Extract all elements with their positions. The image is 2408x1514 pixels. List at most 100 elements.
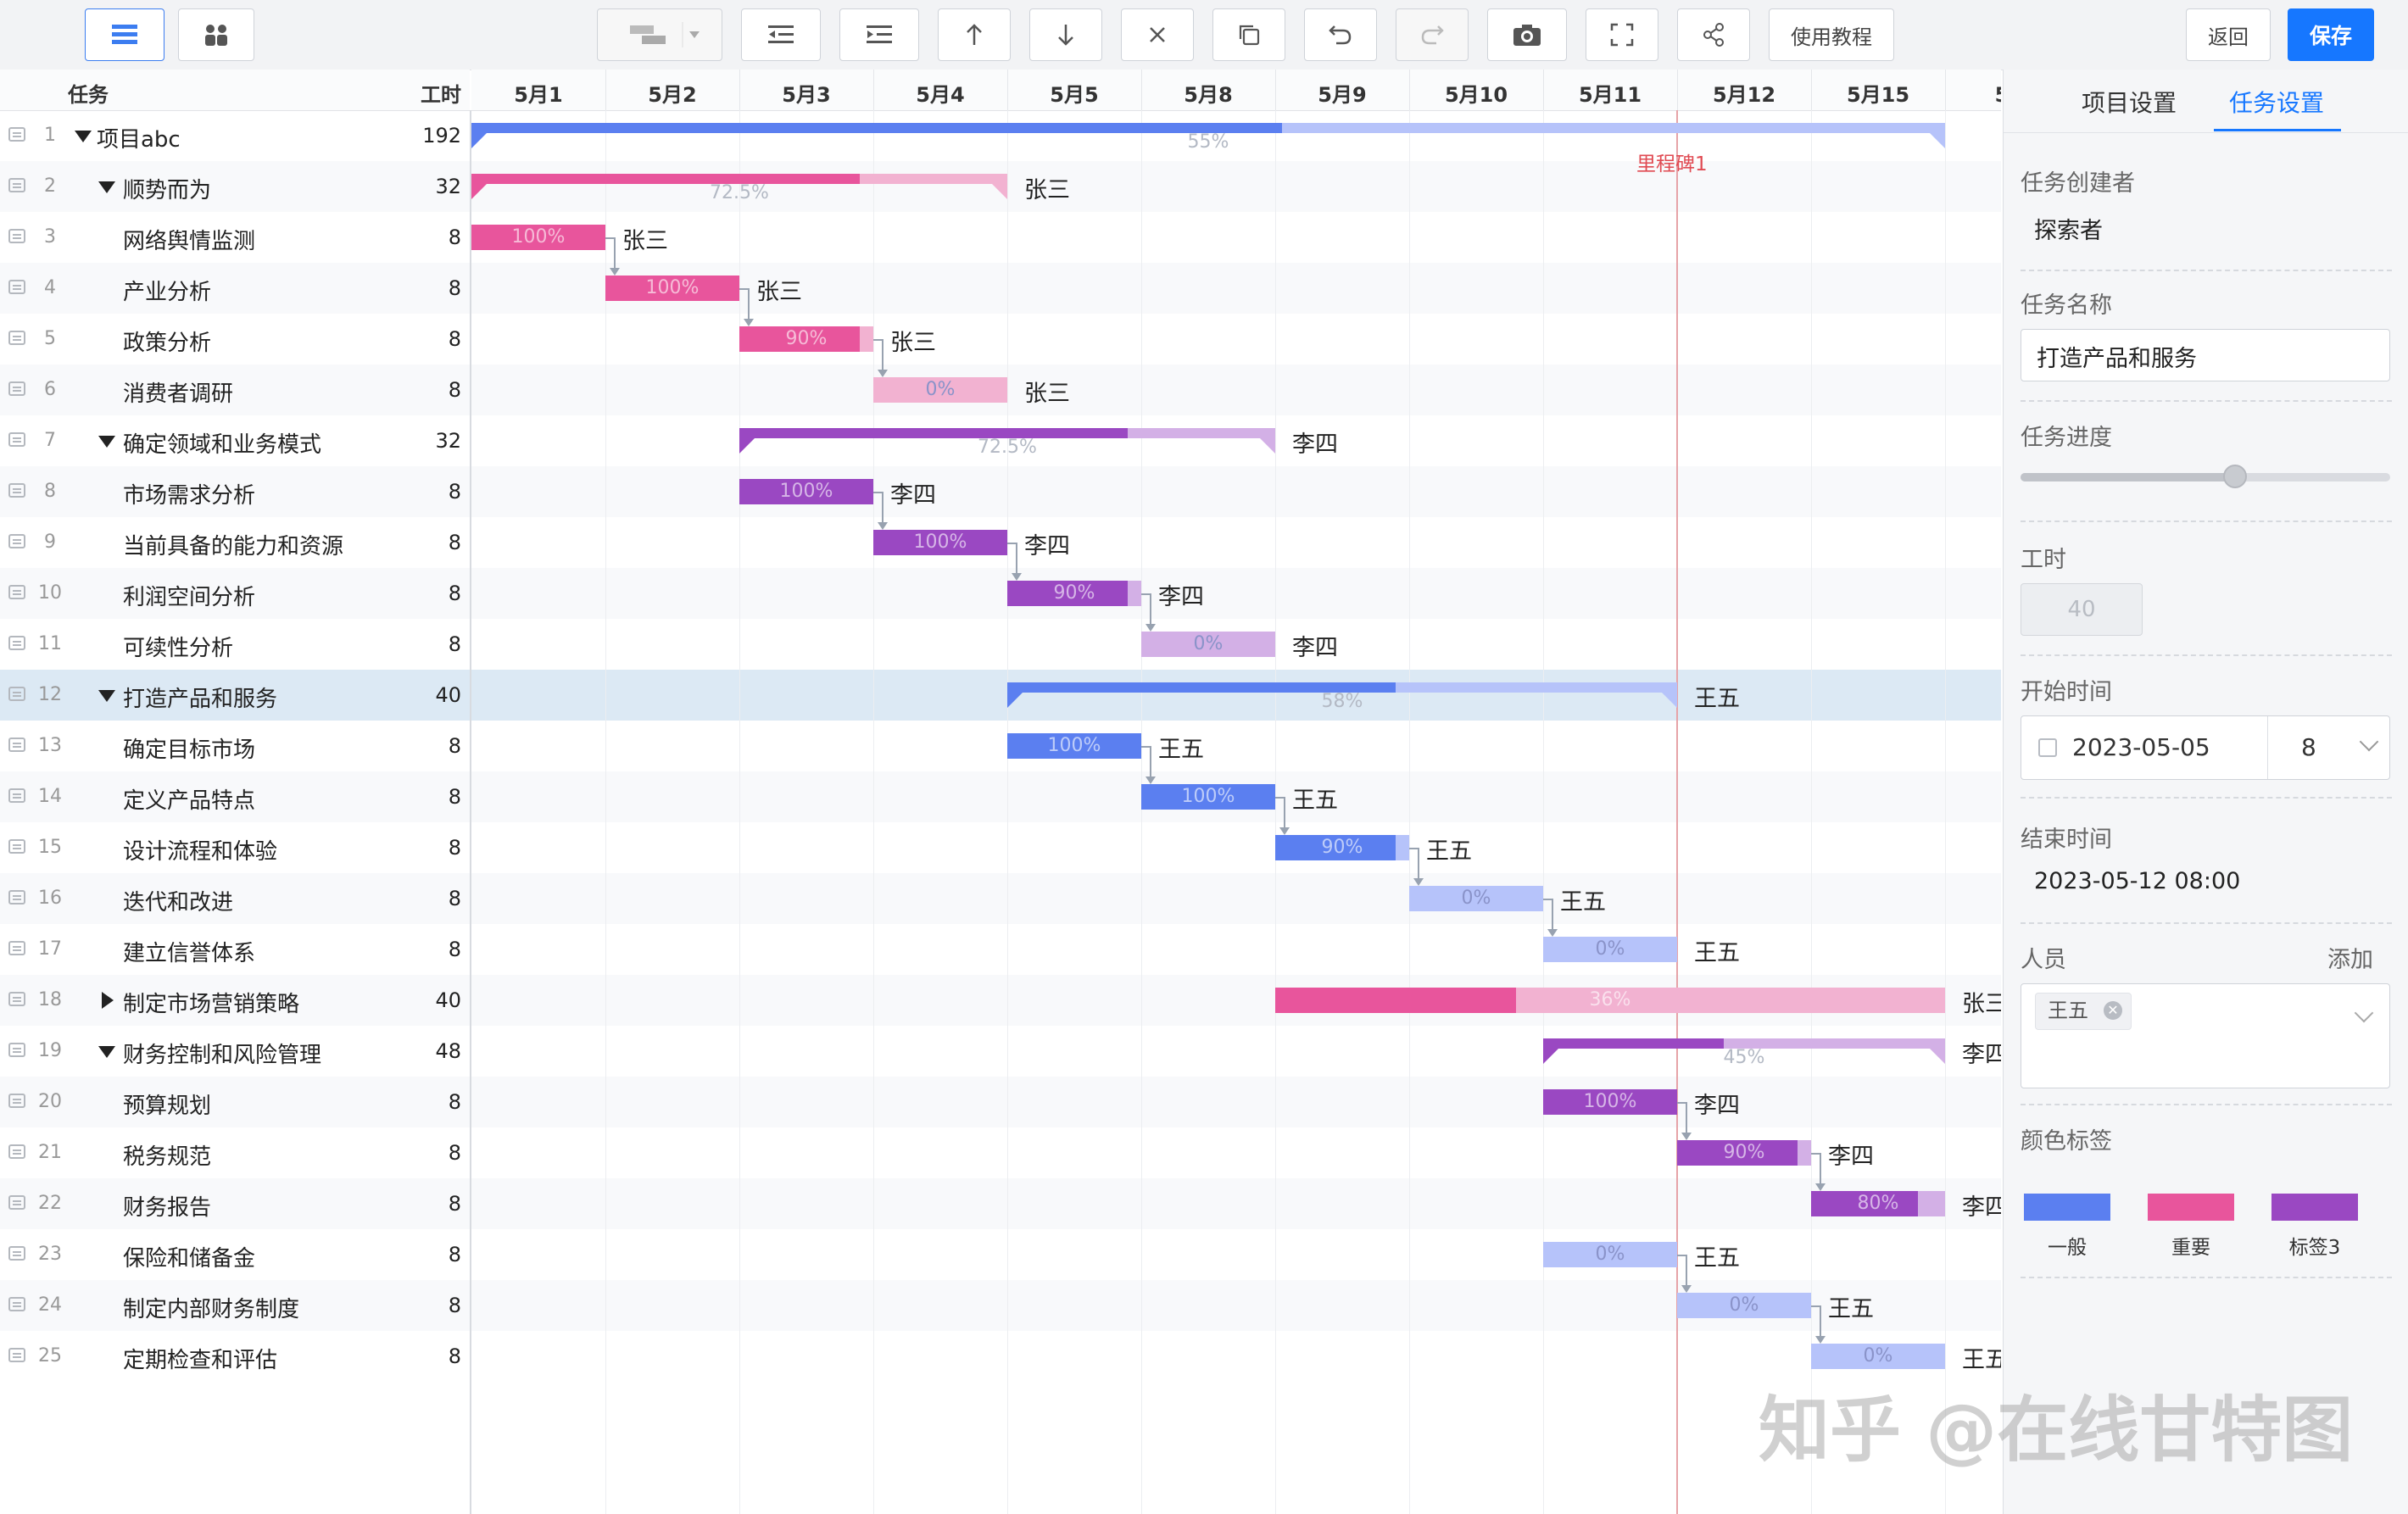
task-row[interactable]: 23 保险和储备金 8: [0, 1229, 470, 1280]
comment-icon[interactable]: [8, 1297, 25, 1311]
start-time-picker[interactable]: 2023-05-05 8: [2021, 715, 2390, 780]
summary-bar[interactable]: 45%: [1543, 1038, 1945, 1076]
task-bar[interactable]: 90%: [739, 326, 873, 352]
task-row[interactable]: 1 项目abc 192: [0, 110, 470, 161]
undo-icon[interactable]: [1304, 8, 1377, 61]
task-row[interactable]: 4 产业分析 8: [0, 263, 470, 314]
caret-down-icon[interactable]: [98, 436, 115, 448]
comment-icon[interactable]: [8, 534, 25, 548]
remove-tag-icon[interactable]: ✕: [2104, 1001, 2122, 1020]
tab-task-settings[interactable]: 任务设置: [2229, 89, 2325, 117]
task-row[interactable]: 21 税务规范 8: [0, 1127, 470, 1178]
color-swatch[interactable]: [2024, 1194, 2110, 1221]
summary-bar[interactable]: 72.5%: [471, 174, 1007, 211]
comment-icon[interactable]: [8, 890, 25, 905]
redo-icon[interactable]: [1396, 8, 1469, 61]
chevron-down-icon[interactable]: [2354, 1003, 2374, 1023]
comment-icon[interactable]: [8, 1246, 25, 1261]
people-view-icon[interactable]: [178, 8, 254, 61]
task-row[interactable]: 15 设计流程和体验 8: [0, 822, 470, 873]
outdent-icon[interactable]: [741, 8, 821, 61]
list-view-icon[interactable]: [85, 8, 164, 61]
task-row[interactable]: 5 政策分析 8: [0, 314, 470, 365]
task-row[interactable]: 14 定义产品特点 8: [0, 771, 470, 822]
task-bar[interactable]: 0%: [873, 377, 1007, 403]
task-row[interactable]: 13 确定目标市场 8: [0, 721, 470, 771]
task-bar[interactable]: 36%: [1275, 988, 1945, 1013]
task-row[interactable]: 11 可续性分析 8: [0, 619, 470, 670]
task-bar[interactable]: 100%: [873, 530, 1007, 555]
task-row[interactable]: 17 建立信誉体系 8: [0, 924, 470, 975]
task-row[interactable]: 8 市场需求分析 8: [0, 466, 470, 517]
comment-icon[interactable]: [8, 483, 25, 498]
comment-icon[interactable]: [8, 687, 25, 701]
task-bar[interactable]: 100%: [1007, 733, 1141, 759]
save-button[interactable]: 保存: [2288, 8, 2374, 61]
tab-project-settings[interactable]: 项目设置: [2082, 89, 2177, 117]
task-bar[interactable]: 100%: [1543, 1089, 1677, 1115]
task-row[interactable]: 20 预算规划 8: [0, 1077, 470, 1127]
task-row[interactable]: 24 制定内部财务制度 8: [0, 1280, 470, 1331]
task-bar[interactable]: 100%: [739, 479, 873, 504]
color-swatch[interactable]: [2148, 1194, 2234, 1221]
comment-icon[interactable]: [8, 1043, 25, 1057]
task-row[interactable]: 19 财务控制和风险管理 48: [0, 1026, 470, 1077]
task-name-input[interactable]: 打造产品和服务: [2021, 329, 2390, 381]
share-icon[interactable]: [1677, 8, 1750, 61]
arrow-down-icon[interactable]: [1029, 8, 1102, 61]
comment-icon[interactable]: [8, 738, 25, 752]
caret-down-icon[interactable]: [98, 690, 115, 702]
task-bar[interactable]: 90%: [1677, 1140, 1811, 1166]
task-row[interactable]: 9 当前具备的能力和资源 8: [0, 517, 470, 568]
tutorial-button[interactable]: 使用教程: [1769, 8, 1894, 61]
task-row[interactable]: 25 定期检查和评估 8: [0, 1331, 470, 1382]
task-row[interactable]: 16 迭代和改进 8: [0, 873, 470, 924]
task-bar[interactable]: 90%: [1007, 581, 1141, 606]
task-bar[interactable]: 100%: [1141, 784, 1275, 810]
summary-bar[interactable]: 55%: [471, 123, 1945, 160]
comment-icon[interactable]: [8, 1094, 25, 1108]
task-row[interactable]: 22 财务报告 8: [0, 1178, 470, 1229]
task-row[interactable]: 18 制定市场营销策略 40: [0, 975, 470, 1026]
task-bar[interactable]: 0%: [1811, 1344, 1945, 1369]
gantt-style-dropdown[interactable]: [597, 8, 722, 61]
caret-down-icon[interactable]: [75, 131, 92, 142]
summary-bar[interactable]: 72.5%: [739, 428, 1275, 465]
slider-thumb[interactable]: [2222, 465, 2247, 488]
copy-icon[interactable]: [1212, 8, 1285, 61]
comment-icon[interactable]: [8, 331, 25, 345]
caret-down-icon[interactable]: [98, 1046, 115, 1058]
comment-icon[interactable]: [8, 178, 25, 192]
comment-icon[interactable]: [8, 127, 25, 142]
summary-bar[interactable]: 58%: [1007, 682, 1677, 720]
task-bar[interactable]: 100%: [471, 225, 605, 250]
task-row[interactable]: 10 利润空间分析 8: [0, 568, 470, 619]
task-bar[interactable]: 100%: [605, 276, 739, 301]
comment-icon[interactable]: [8, 229, 25, 243]
task-bar[interactable]: 0%: [1141, 632, 1275, 657]
task-row[interactable]: 3 网络舆情监测 8: [0, 212, 470, 263]
caret-right-icon[interactable]: [102, 992, 114, 1009]
task-bar[interactable]: 0%: [1677, 1293, 1811, 1318]
task-row[interactable]: 7 确定领域和业务模式 32: [0, 415, 470, 466]
fullscreen-icon[interactable]: [1586, 8, 1658, 61]
delete-icon[interactable]: [1121, 8, 1194, 61]
comment-icon[interactable]: [8, 432, 25, 447]
task-bar[interactable]: 0%: [1409, 886, 1543, 911]
comment-icon[interactable]: [8, 585, 25, 599]
comment-icon[interactable]: [8, 636, 25, 650]
task-row[interactable]: 12 打造产品和服务 40: [0, 670, 470, 721]
comment-icon[interactable]: [8, 1195, 25, 1210]
comment-icon[interactable]: [8, 839, 25, 854]
comment-icon[interactable]: [8, 280, 25, 294]
comment-icon[interactable]: [8, 1348, 25, 1362]
arrow-up-icon[interactable]: [938, 8, 1011, 61]
task-bar[interactable]: 80%: [1811, 1191, 1945, 1216]
comment-icon[interactable]: [8, 788, 25, 803]
people-select[interactable]: 王五 ✕: [2021, 983, 2390, 1088]
add-people-button[interactable]: 添加: [2327, 947, 2373, 973]
task-bar[interactable]: 90%: [1275, 835, 1409, 860]
comment-icon[interactable]: [8, 1144, 25, 1159]
indent-icon[interactable]: [839, 8, 919, 61]
comment-icon[interactable]: [8, 381, 25, 396]
